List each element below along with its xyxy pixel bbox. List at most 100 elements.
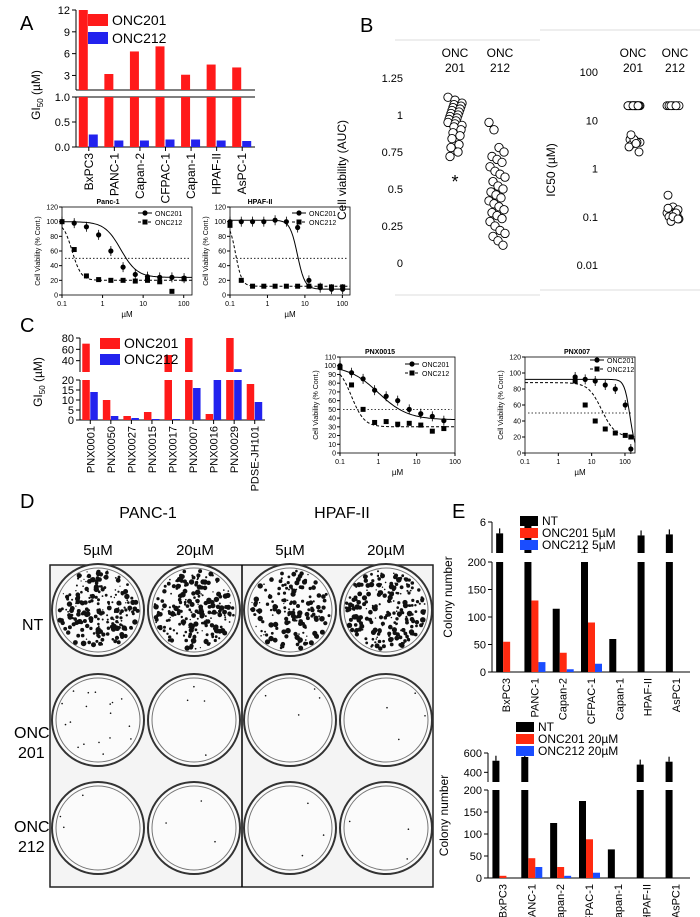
b-auc-ylabel: Cell viability (AUC) [335, 120, 349, 220]
colony [185, 604, 190, 608]
a-bar-onc212 [216, 140, 226, 147]
c-c1-point-onc212 [406, 420, 412, 426]
colony [390, 601, 392, 603]
c-c1-xtick-label: 1 [376, 459, 380, 466]
c-tick-label-upper: 60 [62, 344, 74, 356]
colony [258, 608, 262, 612]
e-bot-bar-1 [499, 875, 507, 878]
colony [73, 640, 78, 645]
c-c2-point-onc212 [612, 430, 618, 436]
colony [69, 721, 72, 723]
a-bar-onc201 [155, 97, 165, 147]
e-bot-category-label: PANC-1 [526, 884, 538, 917]
colony [160, 599, 165, 603]
colony [361, 595, 368, 601]
colony [93, 584, 99, 590]
colony [197, 576, 199, 579]
colony [393, 573, 399, 578]
colony [283, 606, 287, 610]
colony [356, 582, 362, 588]
colony [400, 629, 403, 632]
colony [270, 631, 274, 635]
colony [382, 639, 385, 643]
e-top-category-label: CFPAC-1 [586, 678, 598, 724]
colony [284, 634, 289, 639]
colony [321, 605, 326, 610]
colony [85, 611, 91, 617]
colony [172, 629, 176, 632]
plate-well-rim [343, 785, 429, 871]
colony [264, 639, 271, 645]
colony [399, 585, 404, 590]
colony [423, 603, 426, 605]
colony [110, 595, 112, 598]
c-bar-upper-onc212 [234, 369, 242, 372]
colony [103, 574, 109, 580]
colony [135, 608, 140, 613]
colony [162, 604, 165, 607]
colony [353, 583, 357, 587]
c-bar-upper-onc201 [185, 338, 193, 372]
colony [229, 602, 231, 604]
colony [177, 597, 182, 602]
a-tick-label-upper: 9 [64, 27, 70, 39]
colony [284, 616, 289, 622]
a-c1-xtick-label: 1 [101, 301, 105, 308]
colony [264, 630, 267, 633]
colony [283, 602, 285, 605]
colony [392, 600, 395, 602]
colony [98, 585, 102, 588]
colony [100, 587, 105, 592]
colony [281, 583, 285, 587]
colony [307, 573, 309, 576]
colony [278, 579, 283, 584]
c-c1-frame [339, 356, 456, 454]
colony [117, 626, 121, 629]
b-ic50-col1-b: 201 [623, 61, 643, 75]
colony [268, 622, 274, 628]
colony [217, 612, 223, 618]
b-ic50-point-onc212 [663, 190, 673, 200]
colony [253, 603, 257, 607]
c-c1-ytick-label: 90 [328, 372, 336, 379]
colony [61, 618, 63, 620]
colony [324, 592, 328, 596]
colony [267, 594, 273, 599]
colony [364, 616, 369, 621]
c-c1-point-onc212 [441, 426, 447, 432]
colony [75, 590, 77, 592]
colony [354, 629, 357, 633]
a-c2-point-onc212 [306, 283, 312, 289]
colony [188, 626, 190, 629]
colony [288, 588, 290, 591]
colony [114, 593, 117, 596]
colony [374, 617, 377, 619]
b-auc-point-onc212 [498, 184, 508, 194]
colony [287, 575, 291, 579]
a-c1-ytick-label: 80 [50, 234, 58, 241]
colony [189, 609, 192, 612]
colony [257, 615, 263, 622]
colony [106, 620, 109, 624]
c-c2-point-onc212 [628, 434, 634, 440]
e-bot-bar-upper-0 [636, 764, 644, 782]
c-y-axis-label: GI50 (µM) [31, 357, 47, 407]
panel-b: B 0 0.25 0.5 0.75 1 1.25 Cell viability (AUC) O… [335, 15, 700, 296]
a-c1-ytick-label: 100 [46, 219, 58, 226]
colony [109, 624, 114, 629]
colony [98, 641, 103, 646]
colony [73, 617, 77, 621]
colony [76, 612, 81, 617]
colony [190, 602, 194, 606]
colony [79, 574, 82, 577]
colony [116, 600, 122, 606]
e-top-bar-0 [637, 562, 645, 672]
c-c2-ytick-label: 60 [513, 403, 521, 410]
a-tick-label-upper: 6 [64, 49, 70, 61]
colony [255, 625, 257, 628]
c-c2-point-onc212 [582, 402, 588, 408]
colony [191, 575, 196, 580]
e-bot-bar-0 [636, 790, 644, 878]
colony [393, 572, 395, 575]
